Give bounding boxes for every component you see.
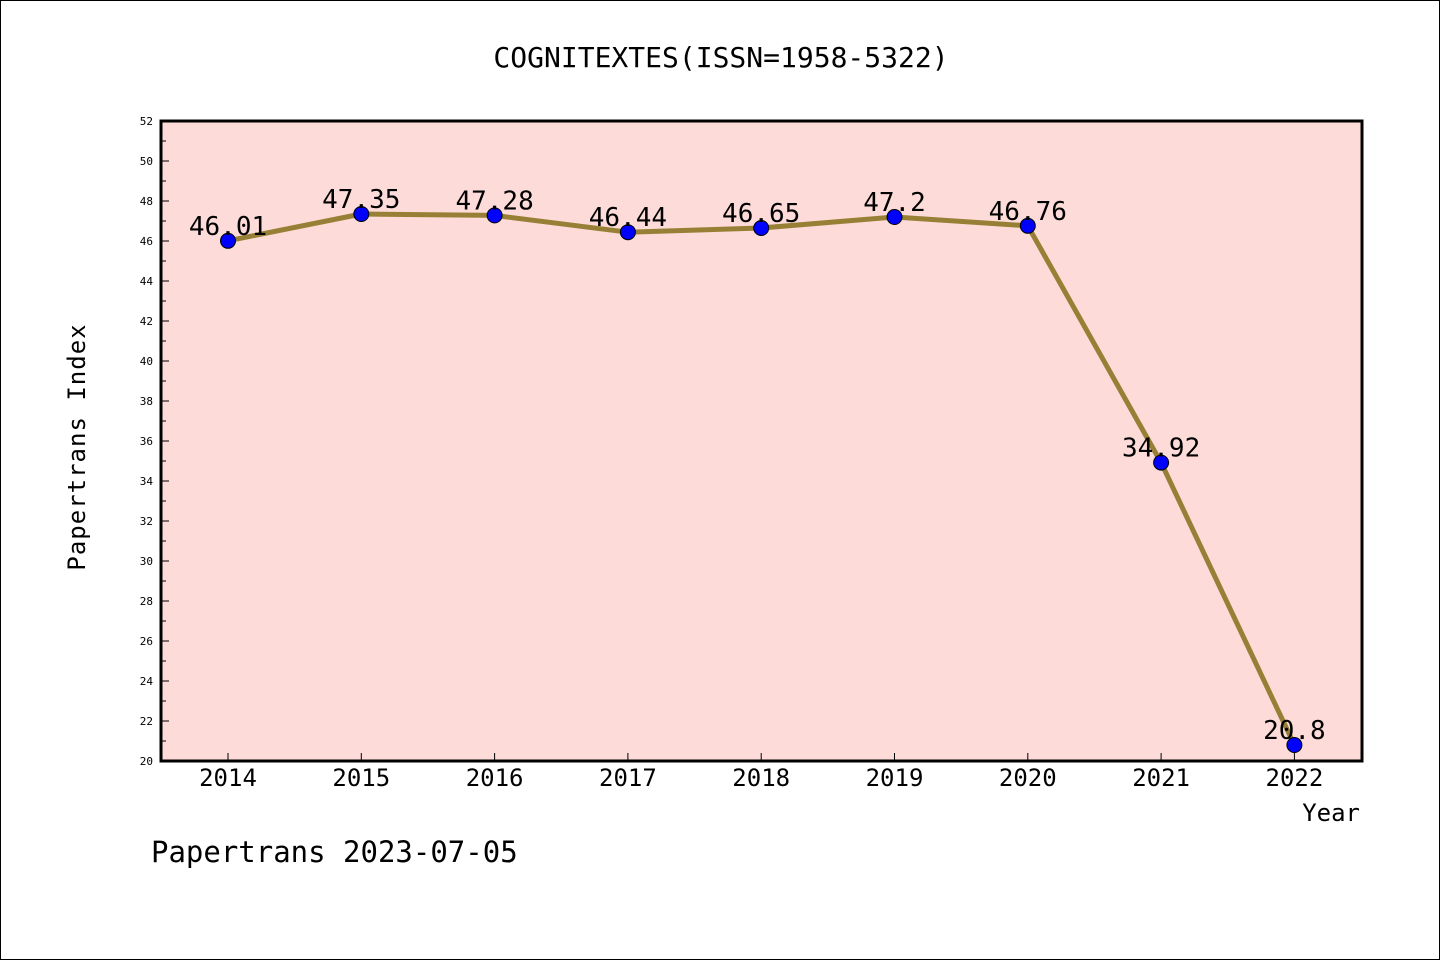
y-tick-label: 40 bbox=[140, 355, 153, 368]
data-point bbox=[1153, 454, 1170, 471]
x-tick-label: 2016 bbox=[466, 764, 524, 792]
x-tick-label: 2014 bbox=[199, 764, 257, 792]
y-tick-label: 48 bbox=[140, 195, 153, 208]
data-label: 47.28 bbox=[455, 186, 533, 216]
data-label: 46.65 bbox=[722, 199, 800, 229]
data-points bbox=[220, 206, 1303, 753]
x-axis: 2014 2015 2016 2017 2018 2019 2020 2021 2022 bbox=[199, 753, 1323, 792]
data-point bbox=[619, 224, 636, 241]
data-point bbox=[1286, 737, 1303, 753]
y-tick-label: 28 bbox=[140, 595, 153, 608]
data-labels: 46.01 47.35 47.28 46.44 46.65 47.2 46.76 34.92 2… bbox=[189, 185, 1326, 746]
y-tick-label: 44 bbox=[140, 275, 154, 288]
y-tick-label: 22 bbox=[140, 715, 153, 728]
y-tick-label: 24 bbox=[140, 675, 154, 688]
x-tick-label: 2018 bbox=[732, 764, 790, 792]
data-point bbox=[353, 206, 370, 222]
data-label: 34.92 bbox=[1122, 434, 1200, 464]
y-tick-label: 26 bbox=[140, 635, 153, 648]
data-point bbox=[886, 209, 903, 225]
x-tick-label: 2020 bbox=[999, 764, 1057, 792]
data-label: 46.76 bbox=[989, 197, 1067, 227]
y-tick-label: 52 bbox=[140, 115, 153, 128]
y-tick-label: 34 bbox=[140, 475, 154, 488]
chart-title: COGNITEXTES(ISSN=1958-5322) bbox=[493, 41, 948, 74]
data-point bbox=[486, 207, 503, 224]
data-label: 47.35 bbox=[322, 185, 400, 215]
y-axis: 20 22 24 26 28 30 32 34 36 38 40 42 44 46 48 50 52 bbox=[140, 115, 169, 768]
y-tick-label: 50 bbox=[140, 155, 153, 168]
data-point bbox=[1019, 217, 1036, 234]
plot-border bbox=[159, 119, 1364, 763]
y-tick-label: 32 bbox=[140, 515, 153, 528]
x-tick-label: 2019 bbox=[866, 764, 924, 792]
y-tick-label: 42 bbox=[140, 315, 153, 328]
footer-credit: Papertrans 2023-07-05 bbox=[151, 835, 518, 869]
data-point bbox=[220, 232, 236, 249]
data-label: 47.2 bbox=[863, 188, 926, 218]
y-tick-label: 46 bbox=[140, 235, 153, 248]
x-tick-label: 2015 bbox=[332, 764, 390, 792]
y-tick-label: 38 bbox=[140, 395, 153, 408]
y-tick-label: 36 bbox=[140, 435, 153, 448]
y-tick-label: 30 bbox=[140, 555, 153, 568]
data-label: 46.01 bbox=[189, 212, 267, 242]
x-tick-label: 2021 bbox=[1132, 764, 1190, 792]
x-tick-label: 2022 bbox=[1266, 764, 1324, 792]
data-point bbox=[753, 220, 770, 236]
data-label: 20.8 bbox=[1263, 716, 1326, 746]
x-tick-label: 2017 bbox=[599, 764, 657, 792]
y-axis-label: Papertrans Index bbox=[63, 323, 91, 570]
y-tick-label: 20 bbox=[140, 755, 153, 768]
x-axis-label: Year bbox=[1302, 799, 1360, 827]
data-label: 46.44 bbox=[589, 203, 667, 233]
